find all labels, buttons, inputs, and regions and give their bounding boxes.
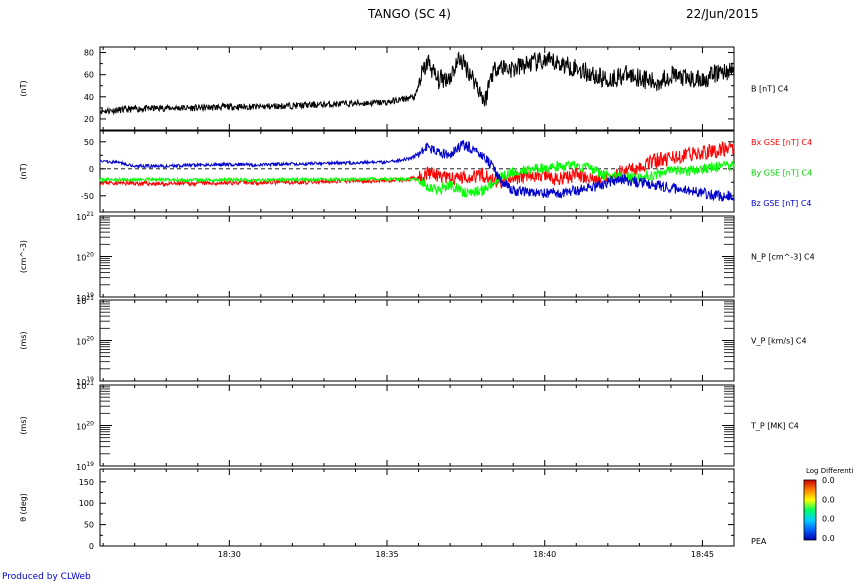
right-label: By GSE [nT] C4 (751, 169, 812, 178)
y-tick-exponent: 20 (86, 421, 94, 428)
right-label: B [nT] C4 (751, 85, 788, 94)
panel-frame-6 (99, 468, 735, 547)
colorbar-label: 0.0 (822, 495, 835, 504)
series-line-1-1 (99, 51, 735, 116)
y-tick-exponent: 19 (86, 376, 94, 383)
panel-3-ylabel: (cm^-3) (19, 240, 28, 273)
panel-frame-1 (99, 46, 735, 131)
y-tick-label: 1021 (76, 295, 94, 306)
y-tick-exponent: 20 (86, 252, 94, 259)
y-tick-label: 1019 (76, 376, 94, 387)
time-tick-label: 18:30 (218, 550, 241, 559)
panel-frame-5 (99, 384, 735, 467)
panel-frame-3 (99, 215, 735, 298)
right-label: T_P [MK] C4 (750, 422, 799, 431)
colorbar-label: 0.0 (822, 534, 835, 543)
colorbar-label: 0.0 (822, 476, 835, 485)
y-tick-label: 20 (84, 115, 94, 124)
colorbar (803, 479, 817, 541)
panel-frame-4 (99, 299, 735, 382)
y-tick-label: 0 (89, 165, 94, 174)
y-tick-label: 1019 (76, 292, 94, 303)
y-tick-label: 1021 (76, 211, 94, 222)
y-tick-label: 1020 (76, 421, 94, 432)
y-tick-exponent: 21 (86, 211, 94, 218)
footer-credit: Produced by CLWeb (2, 572, 91, 582)
panel-6-ylabel: θ (deg) (19, 493, 28, 522)
y-tick-label: 1021 (76, 380, 94, 391)
y-tick-label: 1020 (76, 252, 94, 263)
page-header: TANGO (SC 4) 22/Jun/2015 (0, 0, 864, 30)
y-tick-label: 40 (84, 93, 94, 102)
y-tick-exponent: 21 (86, 380, 94, 387)
chart-title: TANGO (SC 4) (368, 7, 451, 21)
right-label: Bx GSE [nT] C4 (751, 138, 812, 147)
time-tick-label: 18:40 (533, 550, 556, 559)
panel-4-ylabel: (ms) (19, 331, 28, 349)
y-tick-label: 1020 (76, 336, 94, 347)
y-tick-label: -50 (81, 192, 94, 201)
right-label: Bz GSE [nT] C4 (751, 199, 812, 208)
y-tick-exponent: 19 (86, 292, 94, 299)
y-tick-exponent: 21 (86, 295, 94, 302)
y-tick-label: 50 (84, 138, 94, 147)
y-tick-exponent: 19 (86, 461, 94, 468)
y-tick-label: 150 (79, 478, 94, 487)
right-label: V_P [km/s] C4 (751, 337, 807, 346)
chart-date: 22/Jun/2015 (686, 7, 759, 21)
colorbar-title: Log Differenti (806, 467, 853, 475)
colorbar-label: 0.0 (822, 515, 835, 524)
panel-frame-2 (99, 130, 735, 213)
series-line-2-3 (99, 140, 735, 202)
y-tick-label: 60 (84, 71, 94, 80)
y-tick-label: 1019 (76, 461, 94, 472)
series-line-2-2 (99, 159, 735, 198)
panel-5-ylabel: (ms) (19, 416, 28, 434)
y-tick-exponent: 20 (86, 336, 94, 343)
y-tick-label: 80 (84, 49, 94, 58)
y-tick-label: 100 (79, 499, 94, 508)
time-tick-label: 18:35 (376, 550, 399, 559)
right-label: N_P [cm^-3] C4 (751, 253, 815, 262)
panel-2-ylabel: (nT) (19, 163, 28, 179)
y-tick-label: 0 (89, 542, 94, 551)
y-tick-label: 50 (84, 521, 94, 530)
right-label: PEA (751, 537, 767, 546)
time-tick-label: 18:45 (691, 550, 714, 559)
panel-1-ylabel: (nT) (19, 80, 28, 96)
series-line-2-1 (99, 141, 735, 189)
